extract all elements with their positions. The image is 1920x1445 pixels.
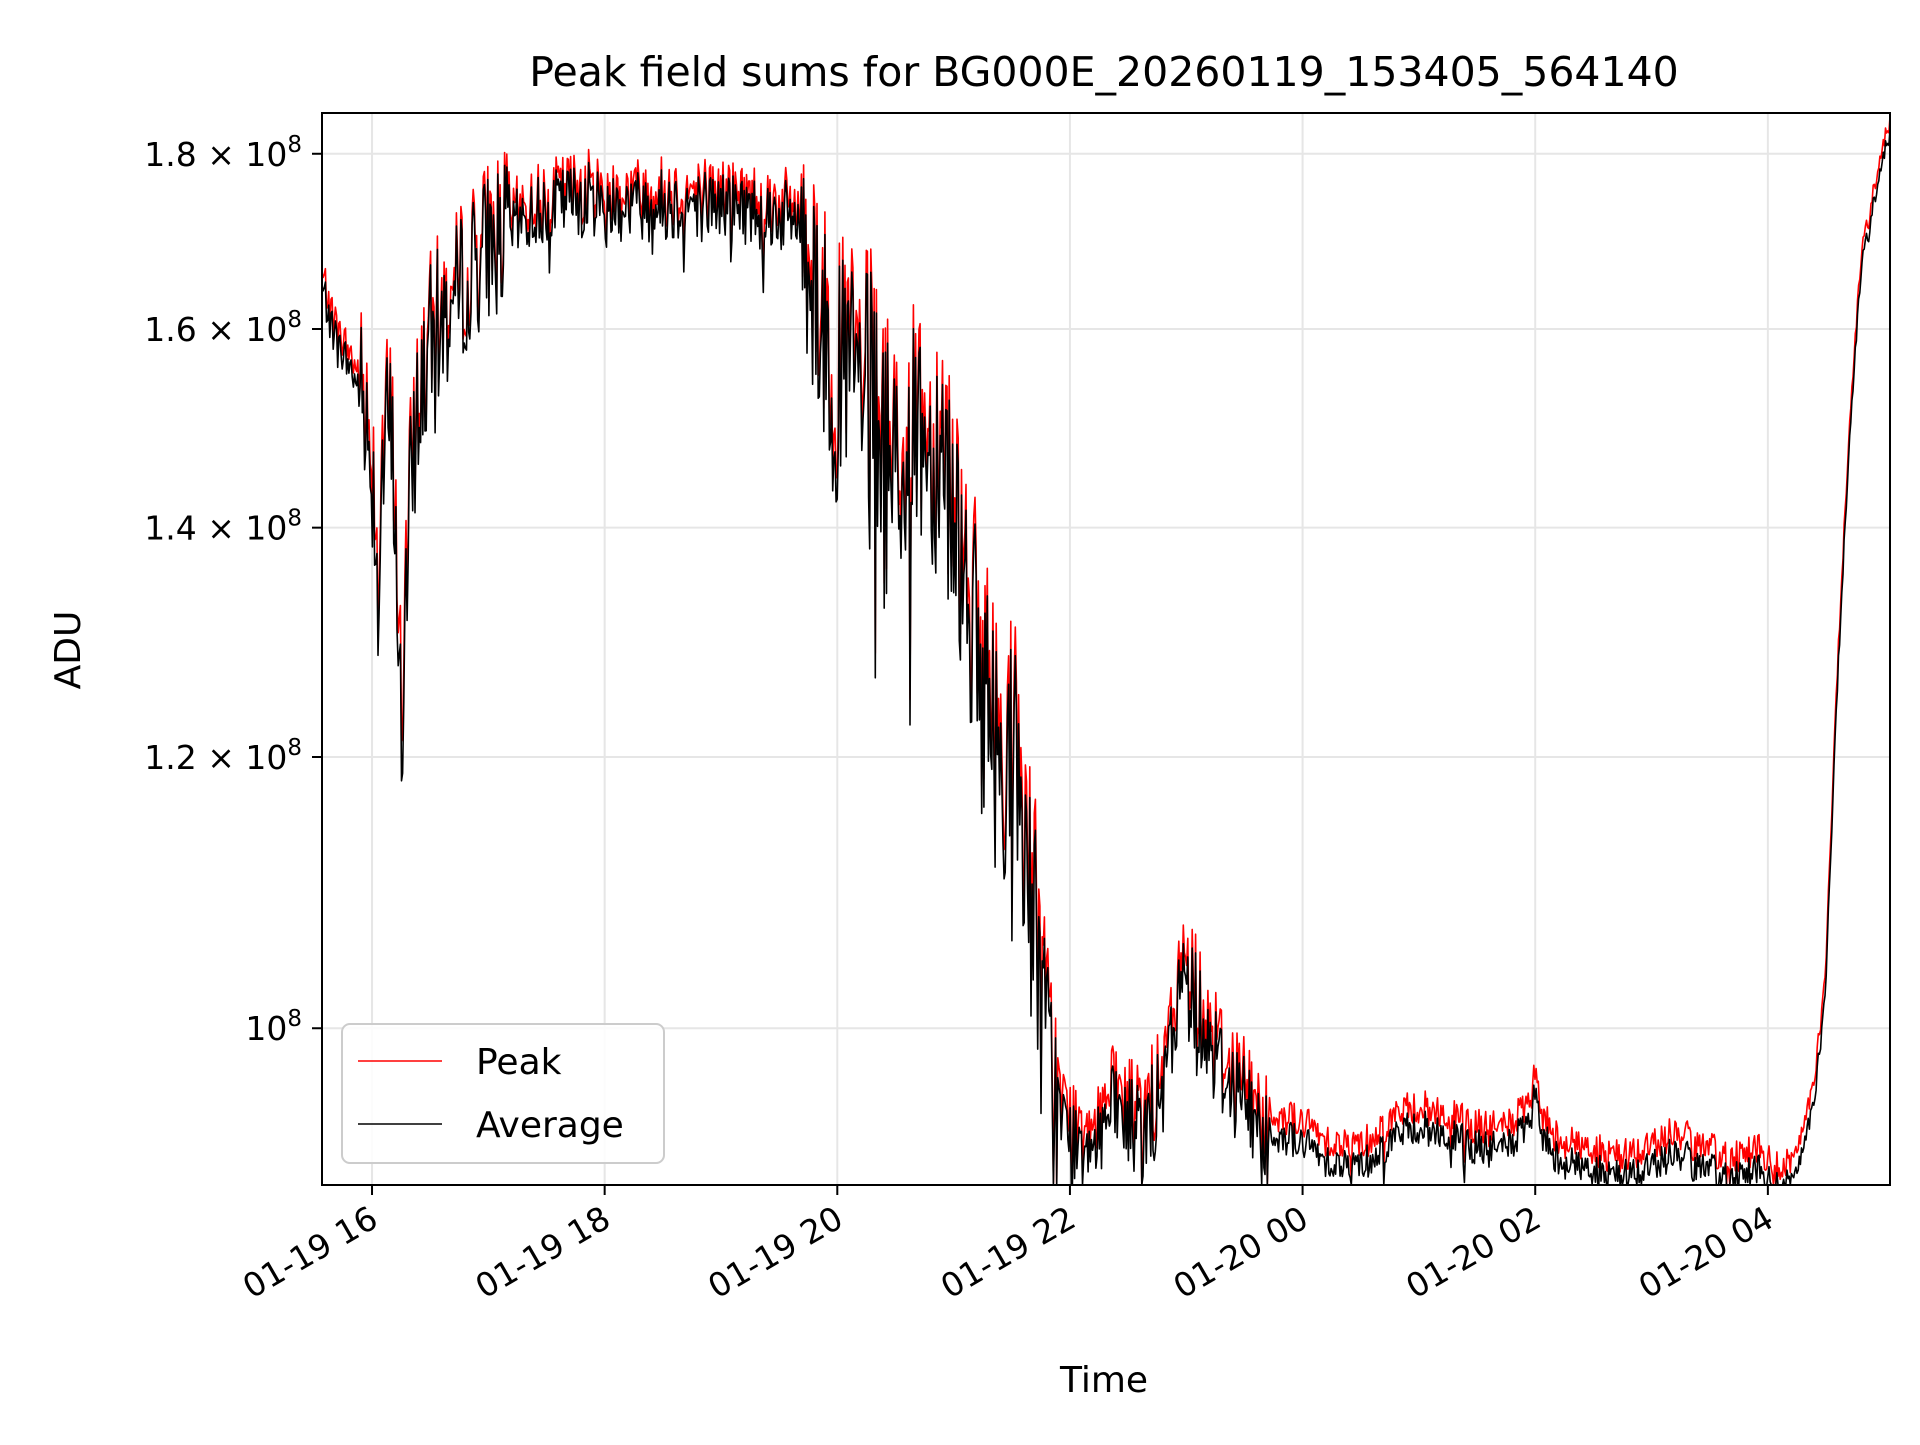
grid-layer bbox=[322, 113, 1890, 1185]
legend-box bbox=[341, 1023, 665, 1164]
x-axis-label: Time bbox=[1059, 1360, 1148, 1401]
legend-average-label: Average bbox=[476, 1105, 624, 1146]
y-tick-label: 108 bbox=[245, 1006, 302, 1048]
chart-title: Peak field sums for BG000E_20260119_1534… bbox=[529, 48, 1679, 96]
y-axis-label: ADU bbox=[48, 611, 89, 690]
y-tick-label: 1.6 × 108 bbox=[144, 307, 302, 349]
y-tick-label: 1.4 × 108 bbox=[144, 506, 302, 548]
y-tick-label: 1.8 × 108 bbox=[144, 132, 302, 174]
plot-frame bbox=[321, 112, 1891, 1186]
series-layer bbox=[321, 116, 1891, 1186]
series-line-average bbox=[321, 128, 1891, 1186]
y-tick-label: 1.2 × 108 bbox=[144, 735, 302, 777]
legend: Peak Average bbox=[341, 1023, 665, 1164]
series-line-peak bbox=[321, 116, 1891, 1186]
legend-peak-label: Peak bbox=[476, 1042, 562, 1083]
